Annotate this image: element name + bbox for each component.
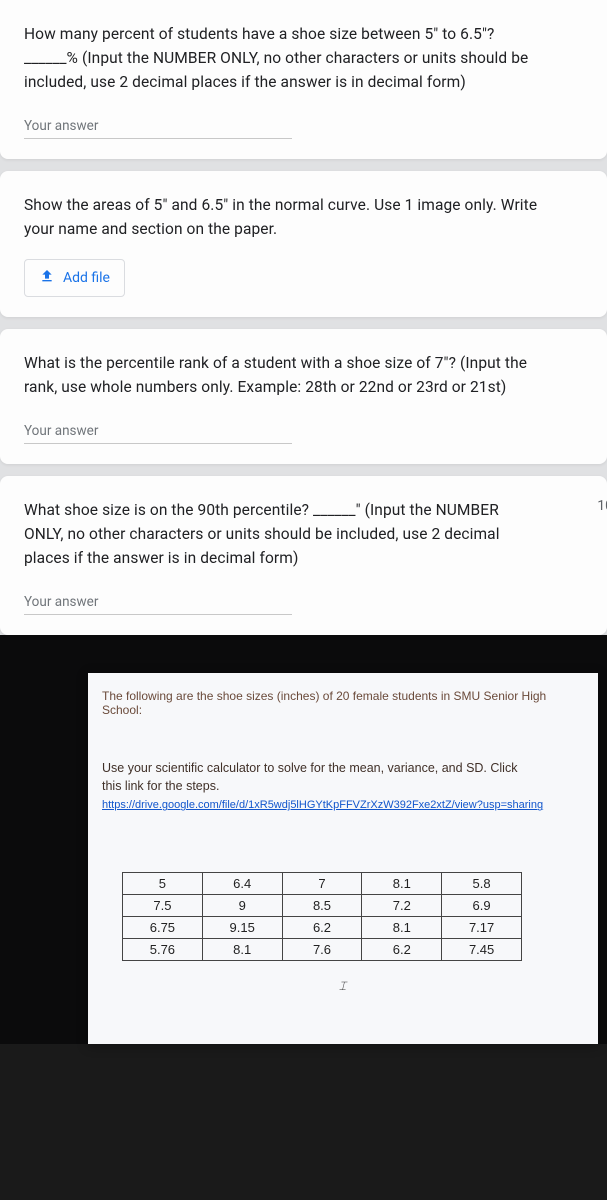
table-cell: 7.6 (282, 939, 362, 961)
table-cell: 5.8 (442, 873, 522, 895)
q4-line3: places if the answer is in decimal form) (24, 549, 298, 567)
form-area: How many percent of students have a shoe… (0, 0, 607, 635)
doc-instr-line1: Use your scientific calculator to solve … (102, 761, 517, 775)
q1-line1: How many percent of students have a shoe… (24, 25, 494, 43)
answer-input[interactable]: Your answer (24, 423, 292, 444)
table-cell: 6.2 (282, 917, 362, 939)
table-cell: 5 (123, 873, 203, 895)
table-cell: 5.76 (123, 939, 203, 961)
q3-line1: What is the percentile rank of a student… (24, 354, 527, 372)
table-cell: 6.2 (362, 939, 442, 961)
q2-line1: Show the areas of 5" and 6.5" in the nor… (24, 196, 537, 214)
table-cell: 7.5 (123, 895, 203, 917)
q1-line3: included, use 2 decimal places if the an… (24, 73, 466, 91)
embedded-doc-area: The following are the shoe sizes (inches… (0, 635, 607, 1044)
question-text: What is the percentile rank of a student… (24, 351, 583, 399)
question-card-1: How many percent of students have a shoe… (0, 0, 607, 159)
shoe-size-table: 56.478.15.87.598.57.26.96.759.156.28.17.… (122, 872, 522, 961)
table-row: 6.759.156.28.17.17 (123, 917, 522, 939)
question-card-2: Show the areas of 5" and 6.5" in the nor… (0, 171, 607, 317)
table-cell: 9 (202, 895, 282, 917)
q4-line1: What shoe size is on the 90th percentile… (24, 501, 499, 519)
table-cell: 7 (282, 873, 362, 895)
doc-instructions: Use your scientific calculator to solve … (102, 759, 584, 814)
doc-panel: The following are the shoe sizes (inches… (88, 673, 598, 1044)
table-cell: 6.75 (123, 917, 203, 939)
q4-line2: ONLY, no other characters or units shoul… (24, 525, 500, 543)
q1-line2: ______% (Input the NUMBER ONLY, no other… (24, 49, 528, 67)
table-cell: 6.9 (442, 895, 522, 917)
table-cell: 6.4 (202, 873, 282, 895)
steps-link[interactable]: https://drive.google.com/file/d/1xR5wdj5… (102, 798, 543, 814)
table-row: 7.598.57.26.9 (123, 895, 522, 917)
doc-intro-text: The following are the shoe sizes (inches… (102, 689, 584, 717)
answer-input[interactable]: Your answer (24, 118, 292, 139)
table-cell: 7.45 (442, 939, 522, 961)
add-file-label: Add file (63, 270, 110, 286)
table-row: 56.478.15.8 (123, 873, 522, 895)
question-text: What shoe size is on the 90th percentile… (24, 498, 583, 570)
table-cell: 8.5 (282, 895, 362, 917)
question-text: Show the areas of 5" and 6.5" in the nor… (24, 193, 583, 241)
question-card-4: 10 What shoe size is on the 90th percent… (0, 476, 607, 635)
table-body: 56.478.15.87.598.57.26.96.759.156.28.17.… (123, 873, 522, 961)
question-card-3: What is the percentile rank of a student… (0, 329, 607, 464)
upload-icon (39, 268, 55, 288)
doc-instr-line2: this link for the steps. (102, 779, 219, 793)
table-cell: 8.1 (202, 939, 282, 961)
table-cell: 9.15 (202, 917, 282, 939)
q3-line2: rank, use whole numbers only. Example: 2… (24, 378, 506, 396)
table-cell: 8.1 (362, 873, 442, 895)
table-cell: 7.17 (442, 917, 522, 939)
add-file-button[interactable]: Add file (24, 259, 125, 297)
table-cell: 8.1 (362, 917, 442, 939)
question-text: How many percent of students have a shoe… (24, 22, 583, 94)
table-cell: 7.2 (362, 895, 442, 917)
points-badge: 10 (597, 498, 607, 514)
table-row: 5.768.17.66.27.45 (123, 939, 522, 961)
q2-line2: your name and section on the paper. (24, 220, 277, 238)
answer-input[interactable]: Your answer (24, 594, 292, 615)
text-cursor-icon: ⌶ (102, 979, 584, 994)
